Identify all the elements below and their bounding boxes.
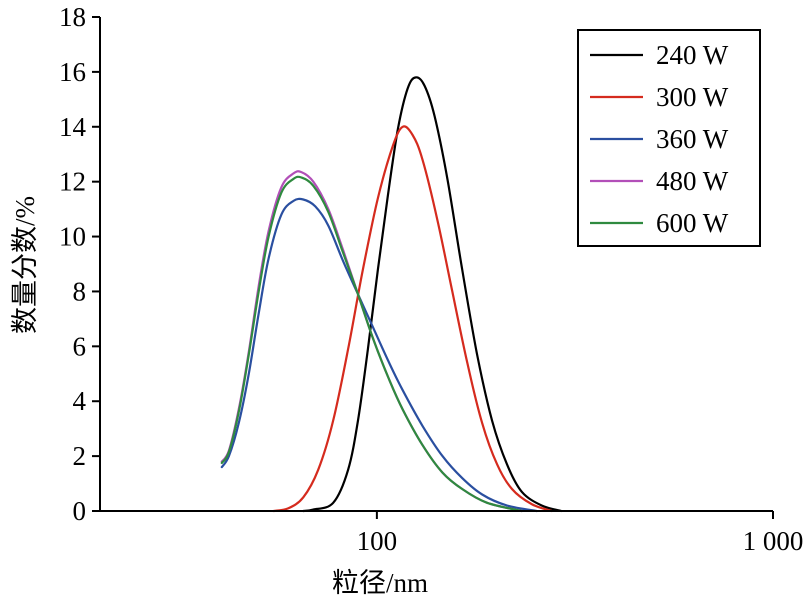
y-axis-ticks: 0 2 4 6 8 10 12 14 16 18: [59, 2, 100, 526]
series-lines: [220, 76, 563, 513]
x-tick-label: 100: [357, 526, 398, 556]
legend-label-600-w: 600 W: [656, 208, 729, 238]
y-tick-label: 12: [59, 167, 86, 197]
legend-box: [577, 29, 761, 247]
y-tick-label: 6: [73, 331, 87, 361]
legend-label-480-w: 480 W: [656, 166, 729, 196]
y-tick-label: 2: [73, 441, 87, 471]
series-line-240-w: [302, 76, 563, 513]
y-tick-label: 8: [73, 276, 87, 306]
y-tick-label: 10: [59, 222, 86, 252]
legend-label-300-w: 300 W: [656, 82, 729, 112]
y-tick-label: 4: [73, 386, 87, 416]
x-axis-title: 粒径/nm: [332, 568, 428, 598]
y-tick-label: 14: [59, 112, 87, 142]
x-axis-ticks: 100 1 000: [357, 511, 804, 556]
series-line-360-w: [220, 197, 538, 513]
y-axis-title: 数量分数/%: [10, 196, 40, 334]
x-tick-label: 1 000: [743, 526, 804, 556]
y-tick-label: 16: [59, 57, 86, 87]
y-tick-label: 18: [59, 2, 86, 32]
legend-label-360-w: 360 W: [656, 124, 729, 154]
legend: 240 W 300 W 360 W 480 W 600 W: [577, 29, 761, 247]
series-line-600-w: [220, 175, 523, 513]
y-tick-label: 0: [73, 496, 87, 526]
series-line-300-w: [272, 125, 553, 513]
legend-label-240-w: 240 W: [656, 40, 729, 70]
